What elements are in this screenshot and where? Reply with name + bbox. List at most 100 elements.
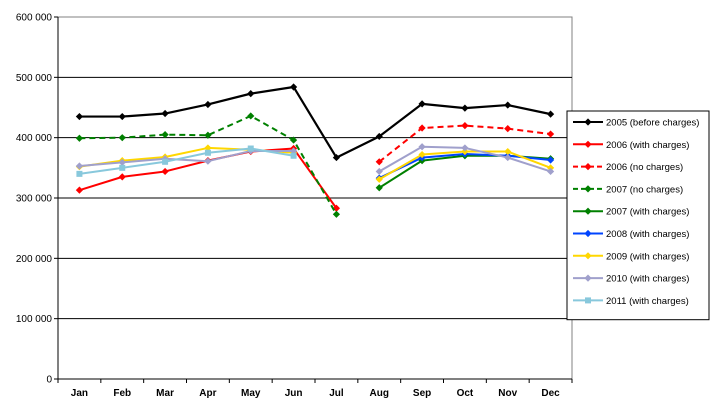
data-point [375, 184, 383, 192]
series-line [79, 147, 294, 175]
data-point [584, 118, 592, 126]
data-point [584, 163, 592, 171]
data-point [461, 104, 469, 112]
x-tick-label: Apr [199, 388, 216, 399]
legend-item: 2005 (before charges) [573, 118, 699, 129]
data-point [504, 147, 512, 156]
legend-label: 2009 (with charges) [606, 251, 689, 262]
series-8 [75, 143, 555, 176]
data-point [375, 167, 383, 176]
x-tick-label: Oct [457, 388, 474, 399]
series-9 [76, 145, 297, 177]
data-point [461, 144, 469, 152]
data-point [546, 167, 555, 176]
data-point [118, 134, 126, 142]
y-axis: 0 100 000 200 000 300 000 400 000 500 000 600 … [16, 13, 59, 386]
data-point [546, 110, 555, 118]
data-point [584, 252, 592, 260]
series-line [79, 85, 551, 159]
data-point [289, 147, 298, 155]
data-point [546, 156, 555, 164]
series-group [75, 83, 555, 218]
data-point [289, 83, 298, 91]
data-point [375, 175, 383, 183]
data-point [118, 158, 126, 167]
series-line [79, 149, 294, 168]
data-point [504, 125, 512, 133]
legend-label: 2008 (with charges) [606, 229, 689, 240]
legend-item: 2006 (with charges) [573, 140, 689, 151]
data-point [290, 152, 297, 159]
legend-item: 2010 (with charges) [573, 274, 689, 285]
legend-item: 2007 (no charges) [573, 184, 683, 195]
y-tick-label: 100 000 [16, 314, 53, 325]
data-point [504, 153, 512, 162]
x-axis: Jan Feb Mar Apr May Jun Jul Aug Sep Oct Nov Dec [57, 378, 573, 399]
data-point [461, 122, 469, 130]
data-point [204, 144, 212, 152]
x-tick-label: Feb [113, 388, 131, 399]
data-point [162, 158, 169, 165]
data-point [75, 134, 84, 142]
data-point [204, 131, 212, 139]
legend-label: 2007 (with charges) [606, 207, 689, 218]
legend-label: 2006 (with charges) [606, 140, 689, 151]
data-point [584, 185, 592, 193]
data-point [585, 297, 591, 304]
x-tick-label: Mar [156, 388, 174, 399]
gridlines [58, 76, 572, 320]
data-point [584, 207, 592, 215]
data-point [332, 210, 341, 218]
y-tick-label: 300 000 [16, 194, 53, 205]
data-point [247, 145, 254, 152]
legend-label: 2006 (no charges) [606, 162, 683, 173]
data-point [375, 132, 383, 141]
data-point [118, 173, 126, 181]
data-point [418, 124, 426, 132]
x-tick-label: Jul [329, 388, 344, 399]
data-point [75, 186, 84, 194]
x-tick-label: Sep [413, 388, 431, 399]
data-point [75, 112, 84, 121]
series-1 [75, 83, 555, 162]
data-point [546, 130, 555, 138]
series-line [378, 124, 551, 163]
x-tick-label: Jun [285, 388, 303, 399]
series-4 [75, 112, 341, 218]
data-point [504, 101, 512, 109]
data-point [546, 164, 555, 172]
data-point [584, 274, 592, 282]
data-point [289, 136, 298, 144]
data-point [247, 90, 255, 98]
data-point [161, 167, 169, 176]
data-point [584, 229, 592, 238]
series-3 [375, 122, 555, 166]
y-tick-label: 500 000 [16, 73, 53, 84]
data-point [76, 170, 83, 177]
data-point [75, 162, 84, 170]
data-point [161, 109, 169, 118]
legend-box [566, 110, 710, 321]
legend-label: 2011 (with charges) [606, 296, 689, 307]
x-tick-label: May [241, 388, 261, 399]
legend-label: 2010 (with charges) [606, 274, 689, 285]
y-tick-label: 200 000 [16, 254, 53, 265]
data-point [204, 100, 212, 109]
data-point [247, 112, 255, 120]
data-point [584, 140, 592, 148]
data-point [204, 149, 211, 156]
legend: 2005 (before charges) 2006 (with charges)… [566, 110, 710, 321]
legend-item: 2009 (with charges) [573, 251, 689, 262]
x-tick-label: Jan [71, 388, 88, 399]
legend-label: 2005 (before charges) [606, 118, 699, 129]
y-tick-label: 400 000 [16, 133, 53, 144]
y-tick-label: 0 [46, 375, 52, 386]
data-point [118, 112, 126, 121]
data-point [375, 158, 383, 166]
x-tick-label: Dec [541, 388, 560, 399]
x-tick-label: Aug [370, 388, 389, 399]
data-point [119, 164, 126, 171]
legend-item: 2011 (with charges) [573, 296, 689, 307]
data-point [418, 100, 426, 108]
